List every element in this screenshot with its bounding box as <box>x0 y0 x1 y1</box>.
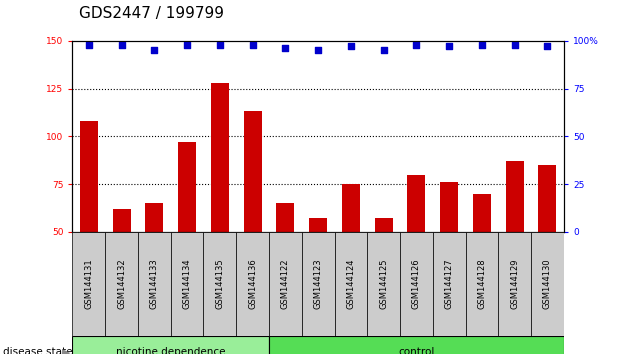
Text: nicotine dependence: nicotine dependence <box>116 347 226 354</box>
Bar <box>244 112 261 232</box>
Point <box>215 42 225 47</box>
Text: GSM144132: GSM144132 <box>117 259 126 309</box>
Bar <box>72 336 269 354</box>
Point <box>346 44 356 49</box>
Point <box>248 42 258 47</box>
Bar <box>539 165 556 232</box>
Bar <box>138 232 171 336</box>
Point <box>84 42 94 47</box>
Point <box>149 47 159 53</box>
Bar <box>178 142 196 232</box>
Bar <box>342 184 360 232</box>
Bar <box>375 218 392 232</box>
Bar <box>433 232 466 336</box>
Point <box>280 46 290 51</box>
Bar <box>367 232 400 336</box>
Bar <box>80 121 98 232</box>
Point <box>117 42 127 47</box>
Text: GSM144124: GSM144124 <box>346 259 355 309</box>
Point <box>379 47 389 53</box>
Bar <box>400 232 433 336</box>
Text: GSM144123: GSM144123 <box>314 259 323 309</box>
Bar <box>105 232 138 336</box>
Bar <box>473 194 491 232</box>
Bar <box>203 232 236 336</box>
Bar <box>531 232 564 336</box>
Text: GSM144133: GSM144133 <box>150 259 159 309</box>
Point <box>510 42 520 47</box>
Bar <box>236 232 269 336</box>
Bar <box>269 232 302 336</box>
Bar <box>113 209 130 232</box>
Text: GSM144127: GSM144127 <box>445 259 454 309</box>
Point <box>477 42 487 47</box>
Text: GSM144135: GSM144135 <box>215 259 224 309</box>
Text: GSM144122: GSM144122 <box>281 259 290 309</box>
Bar <box>506 161 524 232</box>
Bar <box>72 232 105 336</box>
Bar <box>277 203 294 232</box>
Point <box>444 44 454 49</box>
Text: GSM144134: GSM144134 <box>183 259 192 309</box>
Bar <box>269 336 564 354</box>
Bar <box>440 182 458 232</box>
Bar <box>302 232 335 336</box>
Point <box>313 47 323 53</box>
Text: GDS2447 / 199799: GDS2447 / 199799 <box>79 6 224 21</box>
Bar <box>335 232 367 336</box>
Text: disease state: disease state <box>3 347 72 354</box>
Bar <box>408 175 425 232</box>
Point <box>542 44 553 49</box>
Text: GSM144125: GSM144125 <box>379 259 388 309</box>
Bar <box>498 232 531 336</box>
Bar <box>211 83 229 232</box>
Bar <box>309 218 327 232</box>
Text: GSM144129: GSM144129 <box>510 259 519 309</box>
Text: GSM144130: GSM144130 <box>543 259 552 309</box>
Bar <box>146 203 163 232</box>
Bar <box>466 232 498 336</box>
Text: GSM144131: GSM144131 <box>84 259 93 309</box>
Text: GSM144126: GSM144126 <box>412 259 421 309</box>
Text: GSM144136: GSM144136 <box>248 259 257 309</box>
Point <box>182 42 192 47</box>
Bar <box>171 232 203 336</box>
Text: GSM144128: GSM144128 <box>478 259 486 309</box>
Text: ▶: ▶ <box>62 347 70 354</box>
Text: control: control <box>398 347 435 354</box>
Point <box>411 42 421 47</box>
